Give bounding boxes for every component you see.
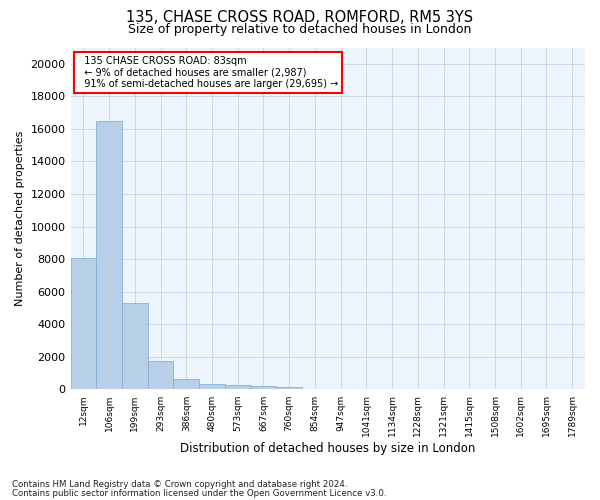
Bar (148, 361, 173, 390)
Bar (277, 386, 302, 390)
Bar (173, 379, 199, 390)
Text: Contains public sector information licensed under the Open Government Licence v3: Contains public sector information licen… (12, 490, 386, 498)
Bar (71, 258, 96, 390)
Y-axis label: Number of detached properties: Number of detached properties (15, 131, 25, 306)
Text: 135, CHASE CROSS ROAD, ROMFORD, RM5 3YS: 135, CHASE CROSS ROAD, ROMFORD, RM5 3YS (127, 10, 473, 25)
Bar (251, 386, 277, 390)
Text: Size of property relative to detached houses in London: Size of property relative to detached ho… (128, 22, 472, 36)
Bar (96, 121, 122, 390)
X-axis label: Distribution of detached houses by size in London: Distribution of detached houses by size … (180, 442, 475, 455)
Text: 135 CHASE CROSS ROAD: 83sqm
  ← 9% of detached houses are smaller (2,987)
  91% : 135 CHASE CROSS ROAD: 83sqm ← 9% of deta… (78, 56, 338, 89)
Bar (122, 303, 148, 390)
Bar (225, 385, 251, 390)
Bar (199, 384, 225, 390)
Text: Contains HM Land Registry data © Crown copyright and database right 2024.: Contains HM Land Registry data © Crown c… (12, 480, 347, 489)
